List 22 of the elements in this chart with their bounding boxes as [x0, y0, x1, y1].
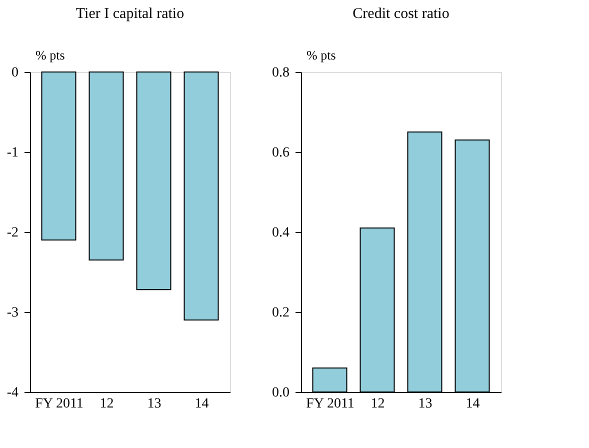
y-tick-label: -3	[6, 306, 18, 320]
y-tick-label: 0.2	[272, 306, 290, 320]
y-tick-label: -4	[6, 386, 18, 400]
y-axis-title: % pts	[36, 48, 65, 62]
x-tick-label: 13	[147, 396, 162, 412]
y-tick-label: 0	[12, 66, 18, 80]
x-tick-label: 12	[100, 396, 114, 412]
x-tick-label: FY 2011	[35, 396, 84, 412]
chart-title: Tier I capital ratio	[76, 6, 184, 22]
x-tick-label: 14	[466, 396, 480, 412]
y-tick-label: 0.0	[272, 386, 290, 400]
x-tick-label: 12	[370, 396, 385, 412]
x-tick-label: FY 2011	[306, 396, 354, 412]
y-tick-label: 0.8	[272, 66, 290, 80]
x-tick-label: 13	[418, 396, 432, 412]
y-tick-label: -2	[6, 226, 18, 240]
y-tick-label: 0.6	[272, 146, 290, 160]
y-tick-label: -1	[6, 146, 18, 160]
x-tick-label: 14	[194, 396, 209, 412]
y-tick-label: 0.4	[272, 226, 290, 240]
y-axis-title: % pts	[306, 48, 336, 62]
chart-title: Credit cost ratio	[352, 6, 450, 22]
